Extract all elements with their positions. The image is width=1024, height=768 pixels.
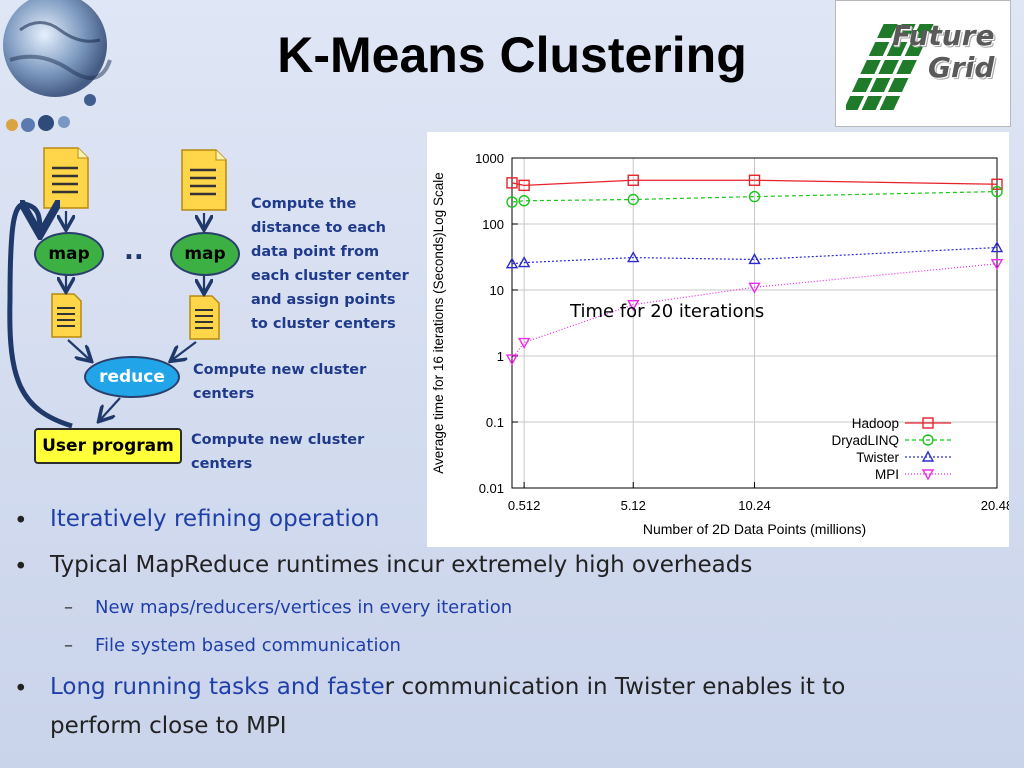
y-tick-label: 1: [497, 349, 504, 364]
chart-panel: 1000 100 10 1 0.1 0.01 0.512 5.12 10.24 20.48 Numb…: [427, 132, 1013, 547]
document-icon: [51, 293, 82, 338]
bullet-3: Long running tasks and faster communicat…: [50, 674, 845, 700]
series-line-mpi: [511, 263, 998, 360]
legend-label: Twister: [856, 450, 899, 465]
legend-marker: [922, 417, 934, 429]
data-point-twister: [517, 256, 531, 268]
globe-decoration: [3, 0, 112, 132]
performance-chart: 1000 100 10 1 0.1 0.01 0.512 5.12 10.24 20.48 Numb…: [431, 151, 1013, 537]
map-desc-line: each cluster center: [251, 268, 409, 284]
bullet-3-blue: Long running tasks and faste: [50, 674, 385, 700]
map-node: map: [34, 232, 104, 276]
y-tick-label: 100: [482, 217, 504, 232]
data-point-hadoop: [627, 174, 639, 186]
user-program-box: User program: [34, 428, 182, 464]
y-tick-label: 0.1: [486, 415, 504, 430]
map-node: map: [170, 232, 240, 276]
data-point-dryadlinq: [748, 190, 761, 203]
bullet-marker: •: [14, 554, 28, 580]
slide-title: K-Means Clustering: [277, 27, 747, 83]
ellipsis-dots: ..: [124, 236, 144, 266]
y-axis-label: Average time for 16 iterations (Seconds)…: [431, 172, 446, 473]
x-tick-label: 0.512: [508, 498, 541, 513]
data-point-mpi: [505, 354, 519, 366]
document-icon: [43, 147, 89, 209]
reduce-desc-line: centers: [193, 386, 255, 402]
x-axis-label: Number of 2D Data Points (millions): [643, 521, 866, 537]
data-point-hadoop: [506, 177, 518, 189]
data-point-mpi: [627, 299, 640, 312]
data-point-dryadlinq: [991, 185, 1003, 198]
map-desc-line: distance to each: [251, 220, 386, 236]
data-point-hadoop: [748, 174, 761, 186]
y-tick-label: 1000: [475, 151, 504, 166]
legend-marker: [921, 469, 935, 481]
map-desc-line: data point from: [251, 244, 380, 260]
map-desc-line: and assign points: [251, 292, 396, 308]
legend-marker: [922, 434, 934, 446]
bullet-3-line2: perform close to MPI: [50, 713, 287, 739]
series-line-hadoop: [511, 179, 998, 186]
chart-annotation: Time for 20 iterations: [570, 301, 765, 322]
data-point-mpi: [990, 259, 1004, 271]
data-point-hadoop: [518, 179, 530, 192]
reduce-desc-line: Compute new cluster: [193, 362, 367, 378]
sub-bullet-1: New maps/reducers/vertices in every iter…: [95, 597, 513, 618]
user-desc-line: centers: [191, 456, 253, 472]
map-desc-line: to cluster centers: [251, 316, 396, 332]
data-point-twister: [990, 241, 1004, 253]
logo-text-future: Future: [892, 19, 995, 52]
bullet-1: Iteratively refining operation: [50, 506, 380, 532]
legend-marker: [921, 450, 935, 462]
bullet-marker: •: [14, 676, 28, 702]
legend-label: DryadLINQ: [831, 433, 899, 448]
x-tick-label: 5.12: [621, 498, 646, 513]
data-point-dryadlinq: [518, 195, 530, 207]
x-tick-label: 20.48: [981, 498, 1009, 513]
data-point-mpi: [517, 337, 531, 349]
bullet-2: Typical MapReduce runtimes incur extreme…: [50, 552, 753, 578]
reduce-description: Compute new cluster centers: [193, 358, 366, 406]
grid-logo-icon: [846, 24, 934, 110]
sub-bullet-2: File system based communication: [95, 635, 401, 656]
futuregrid-logo: Future Grid: [835, 0, 1011, 127]
map-description: Compute the distance to each data point …: [251, 192, 409, 336]
dash-marker: –: [64, 635, 73, 656]
data-point-hadoop: [991, 178, 1003, 190]
data-point-dryadlinq: [627, 193, 639, 206]
y-tick-label: 0.01: [479, 481, 504, 496]
user-desc-line: Compute new cluster: [191, 432, 365, 448]
logo-text-grid: Grid: [928, 51, 995, 84]
plot-frame: [511, 157, 998, 489]
map-desc-line: Compute the: [251, 196, 357, 212]
x-tick-label: 10.24: [738, 498, 771, 513]
user-description: Compute new cluster centers: [191, 428, 364, 476]
mapreduce-diagram: [7, 147, 227, 429]
dash-marker: –: [64, 597, 73, 618]
legend-label: Hadoop: [852, 416, 899, 431]
document-icon: [181, 149, 227, 211]
document-icon: [189, 295, 220, 340]
data-point-twister: [627, 251, 640, 263]
data-point-dryadlinq: [506, 196, 518, 208]
legend-label: MPI: [875, 467, 899, 482]
series-line-dryadlinq: [511, 190, 998, 203]
y-tick-label: 10: [490, 283, 504, 298]
data-point-twister: [505, 257, 519, 269]
bullet-marker: •: [14, 508, 28, 534]
bullet-3-black: r communication in Twister enables it to: [384, 674, 846, 700]
data-point-mpi: [748, 282, 761, 294]
data-point-twister: [748, 253, 761, 265]
series-line-twister: [511, 246, 998, 265]
reduce-node: reduce: [84, 356, 180, 398]
